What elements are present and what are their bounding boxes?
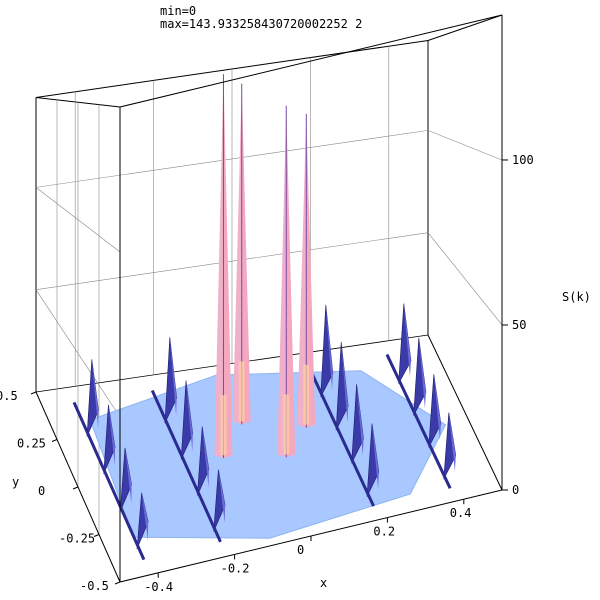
y-tick-mark (93, 534, 100, 537)
ridge-face (356, 384, 364, 456)
box-edge (427, 334, 503, 491)
ridge-face (108, 404, 116, 466)
peak-left-face (232, 83, 242, 425)
ridge-face (218, 469, 226, 523)
box-edge (119, 14, 503, 108)
ridge-face (202, 426, 209, 488)
ridge-base (72, 401, 146, 561)
ridge-face (169, 337, 177, 416)
peak-base-highlight (220, 395, 227, 456)
ridge-face (403, 303, 411, 377)
y-tick-mark (30, 391, 37, 395)
ridge-face (141, 492, 149, 541)
ridge-peak (366, 423, 380, 497)
ridge-face (91, 359, 99, 429)
peak-base-highlight (238, 361, 245, 422)
peak-left-face (277, 105, 287, 458)
peak-base-highlight (283, 394, 290, 455)
plot-grid (35, 46, 503, 535)
ridge-peak (413, 337, 427, 416)
peak-base-highlight (303, 364, 310, 425)
y-tick-label: -0.5 (80, 579, 109, 593)
grid-line (35, 130, 429, 188)
grid-line (35, 289, 121, 418)
x-tick-label: 0.2 (373, 525, 395, 539)
y-tick-mark (51, 439, 58, 442)
ridge-face (325, 304, 333, 390)
ridge-peak (335, 341, 349, 431)
grid-line (427, 232, 503, 326)
ridge-base (385, 353, 452, 489)
min-label: min=0 (160, 4, 197, 18)
x-tick-label: 0.4 (450, 506, 472, 520)
peak-right-face (241, 83, 251, 425)
surface (72, 74, 457, 561)
plot-box-front (35, 14, 503, 583)
y-tick-label: 0.25 (17, 437, 46, 451)
ridge-face (448, 412, 456, 472)
x-tick-label: -0.2 (221, 561, 250, 575)
grid-line (427, 130, 503, 161)
y-tick-label: 0.5 (0, 389, 18, 403)
x-tick-label: -0.4 (144, 580, 173, 594)
ridge-base (307, 365, 375, 507)
z-tick-label: 100 (512, 153, 534, 167)
ridge-face (341, 341, 349, 423)
z-tick-label: 0 (512, 483, 519, 497)
axis-ticks: -0.4 -0.2 0 0.2 0.4 0.5 0.25 0 -0.25 -0.5 0 50 100 (0, 153, 534, 594)
z-axis-label: S(k) (562, 290, 591, 304)
grid-line (35, 232, 429, 290)
peak-right-face (306, 113, 316, 428)
y-tick-label: 0 (38, 484, 45, 498)
ridge-face (125, 447, 132, 503)
max-label: max=143.933258430720002252 2 (160, 17, 363, 31)
y-tick-mark (72, 486, 79, 490)
ridge-face (372, 423, 379, 489)
ridge-peak (443, 412, 457, 480)
peak-right-face (223, 74, 233, 459)
peak-left-face (214, 74, 224, 459)
ridge-peak (398, 303, 412, 384)
x-axis-label: x (320, 576, 327, 590)
ridge-face (186, 380, 193, 452)
y-tick-label: -0.25 (59, 532, 95, 546)
grid-line (35, 187, 121, 253)
peak-left-face (297, 113, 307, 428)
ridge-base (150, 389, 222, 543)
x-tick-label: 0 (297, 543, 304, 557)
peak-right-face (286, 105, 296, 458)
y-axis-label: y (12, 475, 19, 489)
y-tick-mark (114, 581, 121, 585)
z-tick-label: 50 (512, 318, 526, 332)
ridge-face (433, 374, 441, 440)
box-edge (427, 14, 503, 41)
ridge-face (418, 337, 426, 409)
